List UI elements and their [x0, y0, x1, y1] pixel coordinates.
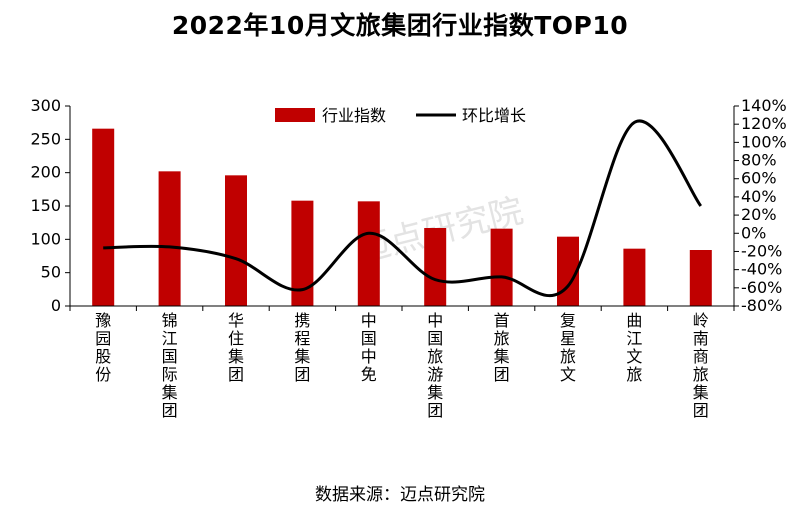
right-tick-label-3: -20%	[741, 241, 782, 260]
legend-swatch-bars	[275, 108, 315, 122]
bar-7	[557, 236, 579, 306]
right-tick-label-2: -40%	[741, 260, 782, 279]
right-tick-label-4: 0%	[741, 223, 766, 242]
left-tick-label-2: 100	[30, 229, 61, 248]
right-tick-label-8: 80%	[741, 151, 777, 170]
bar-8	[623, 248, 646, 306]
bar-9	[689, 250, 712, 306]
right-tick-label-10: 120%	[741, 114, 787, 133]
bar-5	[424, 228, 447, 306]
category-label-4: 中国中免	[361, 311, 377, 384]
category-label-7: 复星旅文	[560, 311, 576, 384]
right-tick-label-6: 40%	[741, 187, 777, 206]
bar-1	[158, 171, 181, 306]
category-label-3: 携程集团	[294, 311, 310, 384]
chart-title: 2022年10月文旅集团行业指数TOP10	[171, 11, 629, 40]
category-label-6: 首旅集团	[494, 311, 510, 384]
right-tick-label-11: 140%	[741, 96, 787, 115]
left-tick-label-4: 200	[30, 163, 61, 182]
bar-4	[357, 201, 380, 306]
bar-2	[225, 175, 247, 306]
category-label-2: 华住集团	[228, 311, 244, 384]
category-label-0: 豫园股份	[95, 311, 111, 384]
right-tick-label-0: -80%	[741, 296, 782, 315]
right-tick-label-1: -60%	[741, 278, 782, 297]
left-tick-label-6: 300	[30, 96, 61, 115]
left-tick-label-3: 150	[30, 196, 61, 215]
left-tick-label-5: 250	[30, 129, 61, 148]
left-tick-label-0: 0	[51, 296, 61, 315]
right-tick-label-7: 60%	[741, 169, 777, 188]
legend-label-line: 环比增长	[462, 106, 526, 125]
bar-3	[291, 200, 314, 306]
legend-label-bars: 行业指数	[322, 106, 386, 125]
category-label-8: 曲江文旅	[626, 311, 642, 384]
source-note: 数据来源：迈点研究院	[315, 485, 485, 505]
line-series-growth	[103, 119, 703, 298]
right-tick-label-9: 100%	[741, 132, 787, 151]
left-tick-label-1: 50	[41, 263, 61, 282]
bar-0	[92, 128, 115, 306]
right-tick-label-5: 20%	[741, 205, 777, 224]
category-label-1: 锦江国际集团	[162, 311, 178, 420]
category-label-9: 岭南商旅集团	[693, 311, 709, 420]
bar-6	[490, 228, 513, 306]
category-label-5: 中国旅游集团	[427, 311, 443, 420]
